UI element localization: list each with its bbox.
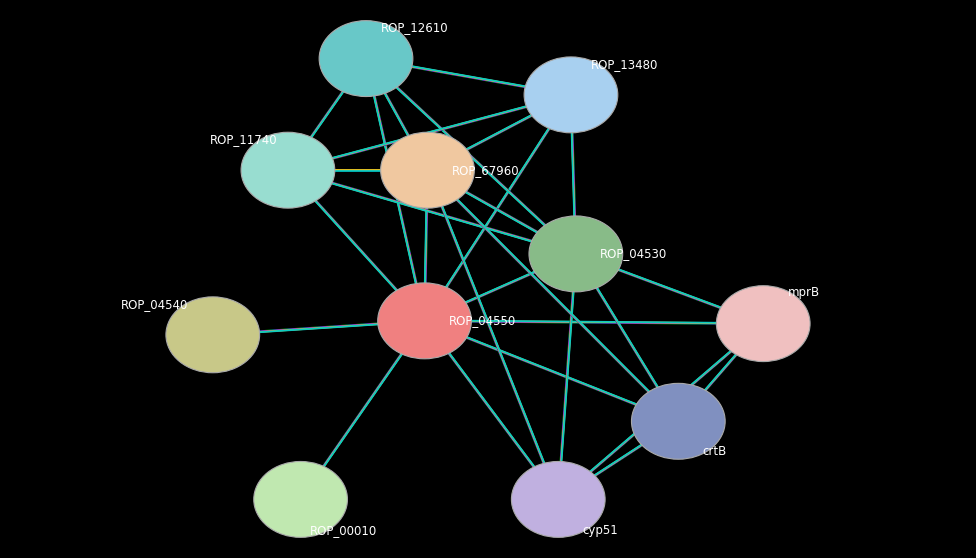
Ellipse shape bbox=[319, 21, 413, 97]
Text: ROP_00010: ROP_00010 bbox=[310, 523, 378, 537]
Ellipse shape bbox=[378, 283, 471, 359]
Ellipse shape bbox=[631, 383, 725, 459]
Ellipse shape bbox=[511, 461, 605, 537]
Ellipse shape bbox=[166, 297, 260, 373]
Text: ROP_67960: ROP_67960 bbox=[452, 163, 519, 177]
Ellipse shape bbox=[241, 132, 335, 208]
Text: ROP_04540: ROP_04540 bbox=[121, 297, 188, 311]
Text: ROP_04550: ROP_04550 bbox=[449, 314, 516, 328]
Text: crtB: crtB bbox=[703, 445, 727, 459]
Ellipse shape bbox=[529, 216, 623, 292]
Text: cyp51: cyp51 bbox=[583, 523, 619, 537]
Ellipse shape bbox=[254, 461, 347, 537]
Ellipse shape bbox=[524, 57, 618, 133]
Text: ROP_13480: ROP_13480 bbox=[590, 57, 658, 71]
Text: mprB: mprB bbox=[788, 286, 820, 300]
Text: ROP_12610: ROP_12610 bbox=[381, 21, 448, 35]
Ellipse shape bbox=[716, 286, 810, 362]
Text: ROP_11740: ROP_11740 bbox=[210, 133, 277, 146]
Text: ROP_04530: ROP_04530 bbox=[600, 247, 668, 261]
Ellipse shape bbox=[381, 132, 474, 208]
